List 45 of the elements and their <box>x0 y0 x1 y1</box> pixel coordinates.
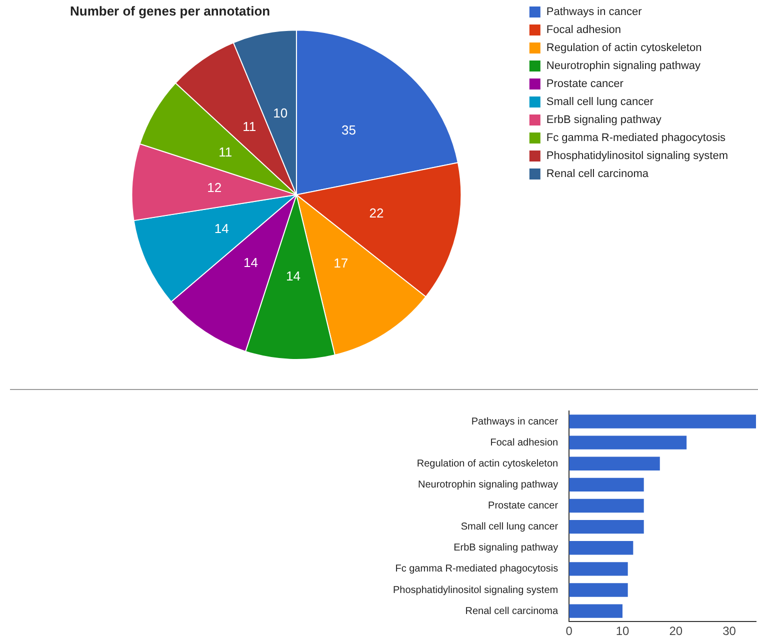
x-tick-label: 10 <box>616 624 630 638</box>
data-label: 14 <box>243 254 258 270</box>
y-tick-label: Prostate cancer <box>488 500 559 512</box>
legend-label: ErbB signaling pathway <box>546 114 662 126</box>
legend-label: Regulation of actin cytoskeleton <box>546 42 702 54</box>
x-tick-label: 20 <box>669 624 683 638</box>
bar <box>569 583 628 597</box>
y-tick-label: Regulation of actin cytoskeleton <box>416 458 558 470</box>
legend-label: Prostate cancer <box>546 78 624 90</box>
bar <box>569 436 687 450</box>
bar <box>569 562 628 576</box>
data-label: 35 <box>341 122 356 138</box>
y-tick-label: Phosphatidylinositol signaling system <box>392 584 558 596</box>
legend-label: Phosphatidylinositol signaling system <box>546 150 728 162</box>
bar <box>569 520 644 534</box>
legend-label: Renal cell carcinoma <box>546 168 650 180</box>
data-label: 10 <box>273 106 288 121</box>
data-label: 22 <box>369 206 384 221</box>
legend-label: Fc gamma R-mediated phagocytosis <box>546 132 726 144</box>
data-label: 11 <box>218 144 232 160</box>
y-tick-label: Small cell lung cancer <box>460 522 559 533</box>
legend-label: Pathways in cancer <box>546 6 642 18</box>
x-tick-label: 30 <box>722 624 736 638</box>
bar <box>569 498 644 513</box>
chart-title: Number of genes per annotation <box>70 3 270 18</box>
y-tick-label: ErbB signaling pathway <box>454 542 558 554</box>
data-label: 11 <box>242 118 256 134</box>
bar <box>569 478 644 492</box>
y-tick-label: Renal cell carcinoma <box>465 606 559 617</box>
legend-label: Focal adhesion <box>546 24 622 36</box>
data-label: 17 <box>334 256 348 271</box>
y-tick-label: Focal adhesion <box>490 437 558 448</box>
data-label: 14 <box>286 268 300 284</box>
y-tick-label: Pathways in cancer <box>471 416 559 428</box>
data-label: 14 <box>214 220 229 236</box>
bar <box>569 541 634 555</box>
bar <box>569 604 622 618</box>
y-tick-label: Neurotrophin signaling pathway <box>418 479 558 490</box>
x-tick-label: 0 <box>566 624 573 638</box>
bar <box>569 414 756 428</box>
y-tick-label: Fc gamma R-mediated phagocytosis <box>395 564 558 575</box>
legend-label: Small cell lung cancer <box>546 96 654 108</box>
bar <box>569 456 660 470</box>
legend-label: Neurotrophin signaling pathway <box>546 60 701 72</box>
data-label: 12 <box>207 180 222 195</box>
